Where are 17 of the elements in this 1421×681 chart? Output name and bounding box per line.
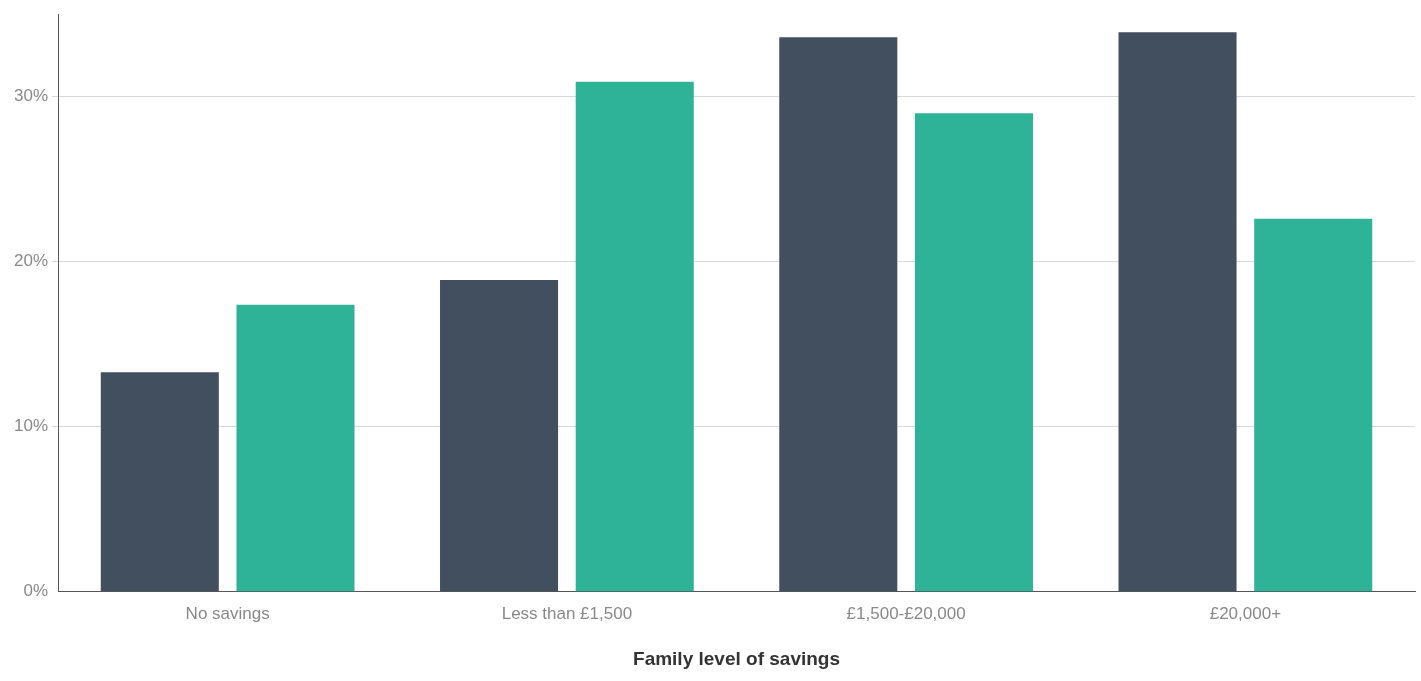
bar [914,113,1034,592]
x-tick-label: £1,500-£20,000 [846,603,966,623]
x-axis-title: Family level of savings [633,647,840,669]
bar [100,372,219,592]
bar [1254,218,1373,592]
bar [236,304,355,592]
bar [779,37,898,592]
bar [575,81,694,592]
y-tick-label: 0% [23,581,49,601]
bar [1118,32,1237,592]
y-tick-label: 20% [13,251,49,271]
x-tick-label: £20,000+ [1209,603,1282,623]
x-tick-label: No savings [185,603,270,623]
bar [440,279,559,592]
y-tick-label: 30% [13,86,49,106]
x-tick-label: Less than £1,500 [501,603,633,623]
y-tick-label: 10% [13,416,49,436]
